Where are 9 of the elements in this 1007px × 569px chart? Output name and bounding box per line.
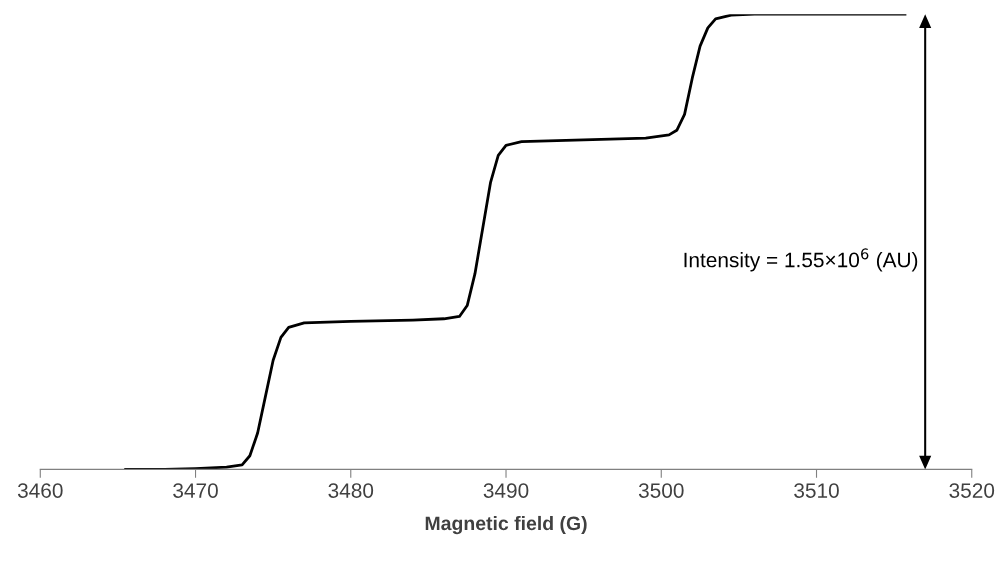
x-axis-title: Magnetic field (G) [425, 515, 587, 535]
x-tick-label: 3460 [17, 483, 63, 498]
x-tick-label: 3470 [173, 483, 218, 498]
x-tick-label: 3520 [949, 483, 995, 498]
x-tick-label: 3510 [794, 483, 839, 498]
annotation: Intensity = 1.55×10$^{6}$ (AU) [684, 248, 918, 272]
x-tick-label: 3500 [638, 483, 684, 498]
x-tick-label: 3490 [483, 483, 529, 498]
x-tick-label: 3480 [328, 483, 374, 498]
